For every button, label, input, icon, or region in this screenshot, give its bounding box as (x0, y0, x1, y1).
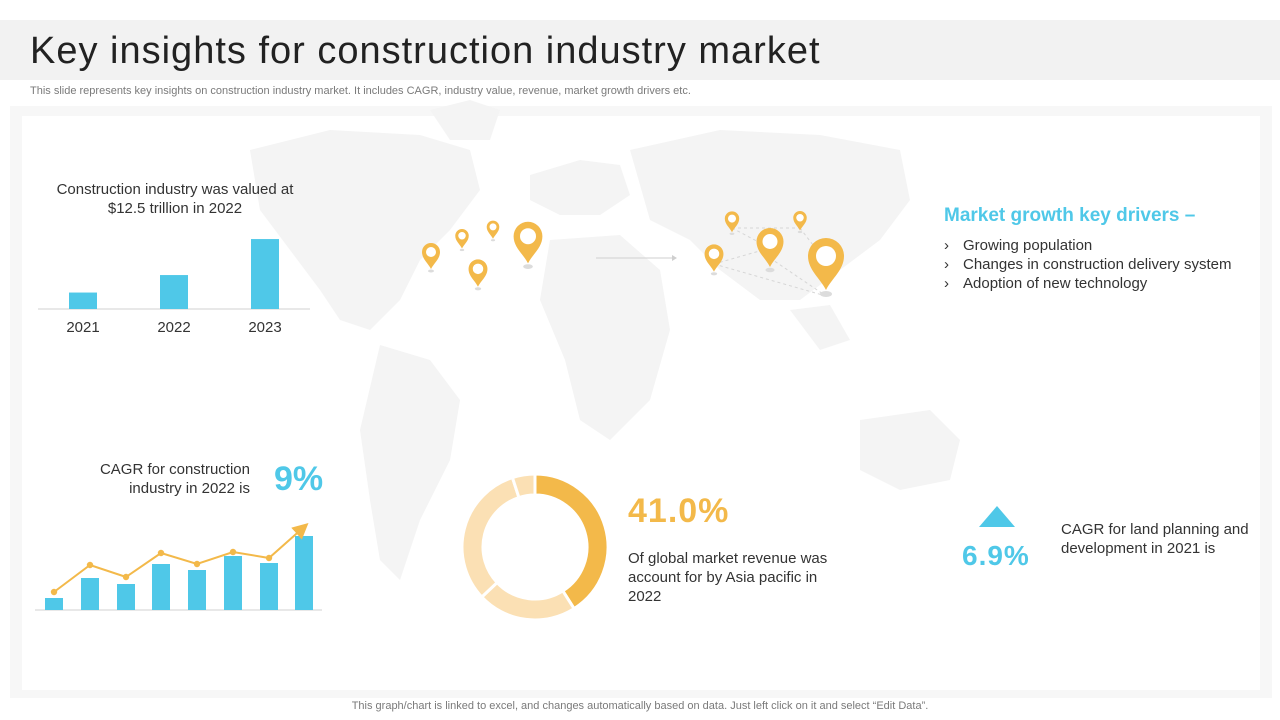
trend-point-6 (229, 548, 237, 556)
map-pin-icon (513, 221, 543, 269)
map-pin-icon (468, 259, 488, 291)
title-band (0, 20, 1280, 80)
map-pin-icon (455, 229, 469, 252)
donut-slice-4 (510, 472, 537, 500)
asia-value: 41.0% (628, 492, 730, 530)
chevron-right-icon: › (944, 256, 949, 273)
map-pin-icon (808, 238, 844, 297)
bar-6 (224, 556, 242, 610)
tick-label-2022: 2022 (157, 319, 190, 336)
chevron-right-icon: › (944, 237, 949, 254)
drivers-title: Market growth key drivers – (944, 205, 1196, 226)
tick-label-2023: 2023 (248, 319, 281, 336)
cagr-2022-value: 9% (274, 460, 324, 498)
driver-label: Adoption of new technology (963, 275, 1148, 292)
map-pin-icon (704, 244, 724, 276)
asia-text: Of global market revenue was account for… (628, 550, 828, 605)
driver-label: Growing population (963, 237, 1093, 254)
trend-point-5 (193, 560, 201, 568)
tick-label-2021: 2021 (66, 319, 99, 336)
map-pin-icon (756, 228, 784, 273)
driver-label: Changes in construction delivery system (963, 256, 1232, 273)
cagr-2022-text: CAGR for construction industry in 2022 i… (99, 461, 250, 497)
triangle-up-icon (979, 506, 1015, 527)
driver-item: › Changes in construction delivery system (944, 255, 1244, 274)
bar-3 (117, 584, 135, 610)
driver-item: › Adoption of new technology (944, 274, 1244, 293)
land-value: 6.9% (962, 540, 1030, 571)
donut-slice-3 (460, 475, 521, 600)
page-title: Key insights for construction industry m… (30, 30, 821, 72)
industry-value-text: Construction industry was valued at $12.… (56, 181, 294, 217)
donut-slice-1 (533, 472, 610, 611)
trend-point-7 (265, 554, 273, 562)
page-subtitle: This slide represents key insights on co… (30, 85, 691, 97)
bar-5 (188, 570, 206, 610)
map-pin-icon (422, 243, 440, 273)
trend-point-3 (122, 573, 130, 581)
map-pin-icon (793, 211, 807, 234)
trend-point-4 (157, 549, 165, 557)
donut-slice-2 (479, 580, 577, 622)
drivers-list: › Growing population › Changes in construc… (944, 236, 1244, 293)
trend-point-2 (86, 561, 94, 569)
bar-4 (152, 564, 170, 610)
land-text: CAGR for land planning and development i… (1061, 521, 1249, 557)
bar-2 (81, 578, 99, 610)
footer-note: This graph/chart is linked to excel, and… (351, 700, 929, 712)
bar-2021 (69, 292, 97, 309)
bar-1 (45, 598, 63, 610)
bar-7 (260, 563, 278, 610)
driver-item: › Growing population (944, 236, 1244, 255)
arrowhead-icon (672, 255, 677, 261)
bar-2023 (251, 239, 279, 309)
map-pin-icon (724, 211, 740, 235)
bar-8 (295, 536, 313, 610)
trend-line (53, 523, 309, 593)
trend-point-1 (50, 588, 58, 596)
bar-2022 (160, 275, 188, 309)
chevron-right-icon: › (944, 275, 949, 292)
map-pin-icon (486, 220, 500, 242)
